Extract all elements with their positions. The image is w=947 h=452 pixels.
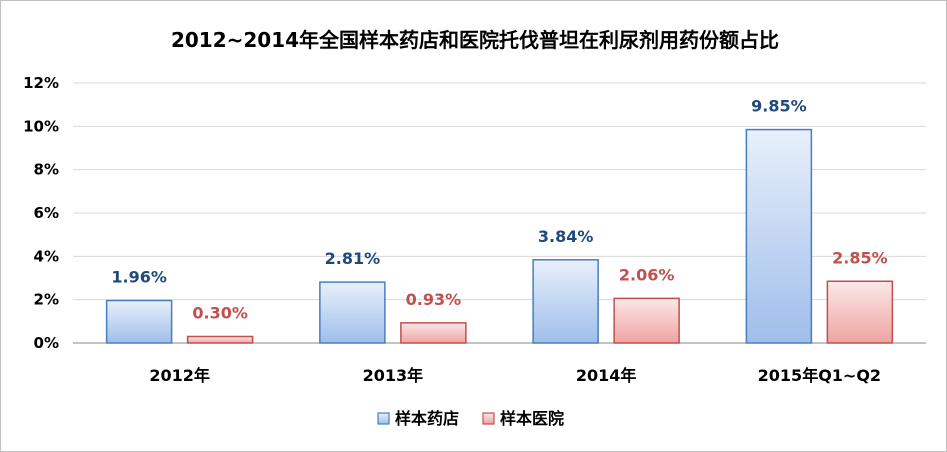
legend-swatch (482, 412, 495, 425)
y-tick-label: 8% (34, 161, 59, 179)
y-tick-label: 6% (34, 204, 59, 222)
bar-store (532, 259, 599, 344)
legend-label: 样本医院 (500, 409, 564, 428)
legend-swatch (377, 412, 390, 425)
bar-hospital (186, 335, 254, 344)
legend: 样本药店 样本医院 (377, 409, 564, 428)
data-label: 3.84% (538, 227, 594, 246)
bar-hospital (400, 322, 467, 344)
bar-hospital (826, 280, 894, 344)
chart-title: 2012~2014年全国样本药店和医院托伐普坦在利尿剂用药份额占比 (171, 28, 779, 52)
x-tick-label: 2015年Q1~Q2 (758, 366, 881, 385)
y-axis-ticks: 0% 2% 4% 6% 8% 10% 12% (23, 74, 59, 352)
y-tick-label: 10% (23, 117, 59, 135)
data-label: 0.93% (406, 290, 462, 309)
data-label: 1.96% (111, 268, 167, 287)
data-label: 0.30% (192, 304, 248, 323)
data-label: 2.81% (325, 249, 381, 268)
data-label: 2.06% (619, 265, 675, 284)
data-label: 9.85% (751, 97, 807, 116)
bar-hospital (613, 297, 680, 344)
bars (105, 128, 894, 344)
bar-store (745, 128, 813, 344)
data-label: 2.85% (832, 248, 888, 267)
legend-label: 样本药店 (395, 409, 459, 428)
gridlines (73, 82, 926, 344)
x-axis-ticks: 2012年 2013年 2014年 2015年Q1~Q2 (149, 366, 881, 385)
x-tick-label: 2014年 (576, 366, 637, 385)
bar-store (319, 281, 386, 344)
legend-item: 样本医院 (482, 409, 564, 428)
y-tick-label: 4% (34, 247, 59, 265)
x-tick-label: 2012年 (149, 366, 210, 385)
legend-item: 样本药店 (377, 409, 459, 428)
data-labels: 1.96% 0.30% 2.81% 0.93% 3.84% 2.06% 9.85% 2.85% (111, 97, 887, 323)
y-tick-label: 2% (34, 291, 59, 309)
x-tick-label: 2013年 (363, 366, 424, 385)
bar-store (105, 299, 173, 344)
y-tick-label: 0% (34, 334, 59, 352)
y-tick-label: 12% (23, 74, 59, 92)
